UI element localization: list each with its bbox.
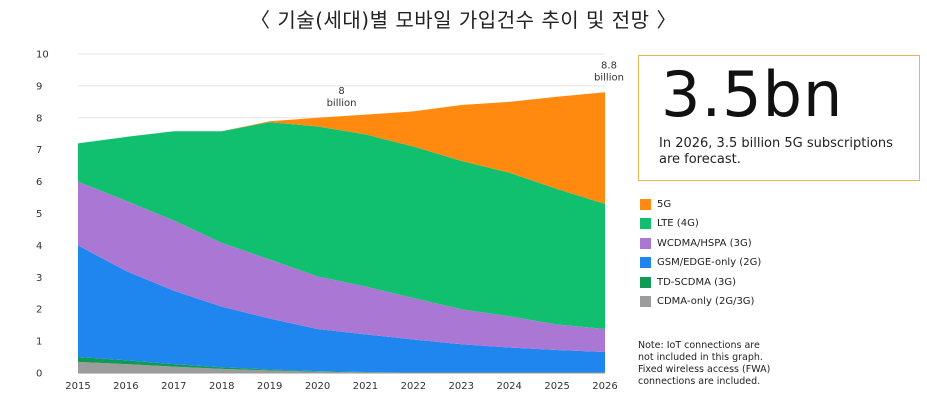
x-tick-label: 2023 xyxy=(449,381,474,392)
legend-item: CDMA-only (2G/3G) xyxy=(640,295,754,309)
kpi-text: In 2026, 3.5 billion 5G subscriptions ar… xyxy=(659,136,893,167)
y-tick-label: 9 xyxy=(36,81,42,92)
y-tick-label: 4 xyxy=(36,241,42,252)
y-tick-label: 10 xyxy=(36,50,49,61)
x-tick-label: 2015 xyxy=(65,381,90,392)
x-tick-label: 2022 xyxy=(401,381,426,392)
x-tick-label: 2018 xyxy=(209,381,234,392)
y-tick-label: 5 xyxy=(36,209,42,220)
legend-item: WCDMA/HSPA (3G) xyxy=(640,236,752,250)
legend-label: WCDMA/HSPA (3G) xyxy=(657,237,752,249)
y-tick-label: 1 xyxy=(36,337,42,348)
legend-label: TD-SCDMA (3G) xyxy=(657,276,737,288)
area-5g xyxy=(78,92,605,204)
x-tick-label: 2024 xyxy=(496,381,521,392)
page-title: 〈 기술(세대)별 모바일 가입건수 추이 및 전망 〉 xyxy=(250,8,677,32)
legend-item: TD-SCDMA (3G) xyxy=(640,275,736,289)
legend-swatch xyxy=(640,257,651,268)
y-tick-label: 0 xyxy=(36,369,42,380)
x-tick-label: 2025 xyxy=(544,381,569,392)
y-tick-label: 8 xyxy=(36,113,42,124)
area-td-scdma-3g xyxy=(78,357,605,373)
kpi-box: 3.5bn In 2026, 3.5 billion 5G subscripti… xyxy=(638,55,920,181)
legend-label: GSM/EDGE-only (2G) xyxy=(657,257,762,268)
y-tick-label: 2 xyxy=(36,305,42,316)
x-tick-label: 2016 xyxy=(113,381,138,392)
legend-swatch xyxy=(640,237,651,249)
y-tick-label: 3 xyxy=(36,273,42,284)
x-tick-label: 2017 xyxy=(161,381,186,392)
x-tick-label: 2020 xyxy=(305,381,330,392)
area-cdma-only-2g-3g xyxy=(78,361,605,373)
legend-item: LTE (4G) xyxy=(640,217,699,231)
y-tick-label: 6 xyxy=(36,177,42,188)
area-lte-4g xyxy=(78,122,605,329)
x-tick-label: 2021 xyxy=(353,381,378,392)
area-gsm-edge-only-2g xyxy=(78,245,605,373)
x-tick-label: 2026 xyxy=(592,381,617,392)
annotation-unit: billion xyxy=(327,98,357,109)
legend-swatch xyxy=(640,276,651,288)
kpi-value: 3.5bn xyxy=(661,58,844,131)
y-tick-label: 7 xyxy=(36,145,42,156)
note-text: Note: IoT connections are not included i… xyxy=(638,340,771,387)
legend-label: LTE (4G) xyxy=(657,218,699,229)
legend-item: GSM/EDGE-only (2G) xyxy=(640,256,761,270)
legend-label: CDMA-only (2G/3G) xyxy=(657,296,755,307)
x-tick-label: 2019 xyxy=(257,381,282,392)
area-wcdma-hspa-3g xyxy=(78,181,605,352)
annotation-value: 8 xyxy=(338,86,344,97)
legend-item: 5G xyxy=(640,197,671,211)
annotation-value: 8.8 xyxy=(601,60,617,71)
legend-swatch xyxy=(640,296,651,307)
legend-swatch xyxy=(640,218,651,229)
annotation-unit: billion xyxy=(594,72,624,83)
legend-label: 5G xyxy=(657,198,672,210)
legend-swatch xyxy=(640,198,651,210)
